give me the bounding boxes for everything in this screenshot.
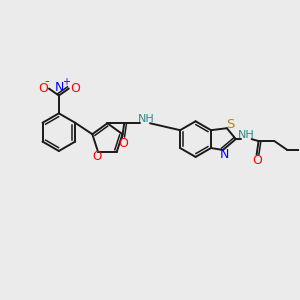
Text: NH: NH (238, 130, 255, 140)
Text: N: N (55, 81, 64, 94)
Text: N: N (220, 148, 230, 161)
Text: NH: NH (138, 114, 154, 124)
Text: O: O (92, 150, 102, 164)
Text: O: O (118, 136, 128, 150)
Text: O: O (70, 82, 80, 95)
Text: -: - (45, 75, 49, 88)
Text: O: O (38, 82, 48, 95)
Text: S: S (226, 118, 234, 131)
Text: O: O (253, 154, 262, 167)
Text: +: + (62, 76, 70, 87)
